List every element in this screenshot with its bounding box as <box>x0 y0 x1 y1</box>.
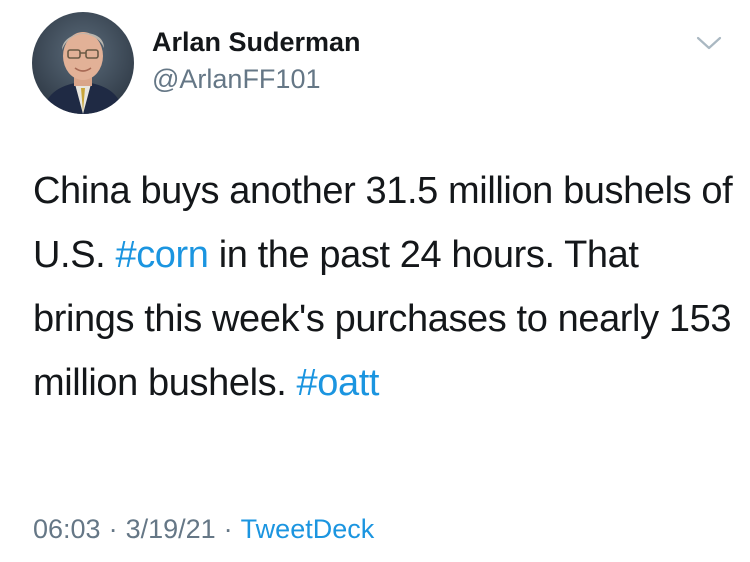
chevron-down-icon[interactable] <box>694 32 724 54</box>
hashtag-link[interactable]: #corn <box>115 234 209 276</box>
profile-photo-icon <box>32 12 134 114</box>
tweet-text: China buys another 31.5 million bushels … <box>33 159 733 415</box>
tweet-meta: 06:03 · 3/19/21 · TweetDeck <box>33 514 374 545</box>
hashtag-link[interactable]: #oatt <box>296 362 380 404</box>
avatar[interactable] <box>32 12 134 114</box>
tweet-text-segment: China buys another 31.5 million bushels … <box>33 170 733 276</box>
author-handle[interactable]: @ArlanFF101 <box>152 64 321 94</box>
author-name[interactable]: Arlan Suderman <box>152 27 361 57</box>
tweet-text-segment: in the past 24 hours. That brings this w… <box>33 234 732 404</box>
meta-separator: · <box>223 514 233 544</box>
tweet-time[interactable]: 06:03 <box>33 514 101 544</box>
tweet-date[interactable]: 3/19/21 <box>125 514 216 544</box>
meta-separator: · <box>108 514 118 544</box>
tweet-source-link[interactable]: TweetDeck <box>240 514 375 544</box>
